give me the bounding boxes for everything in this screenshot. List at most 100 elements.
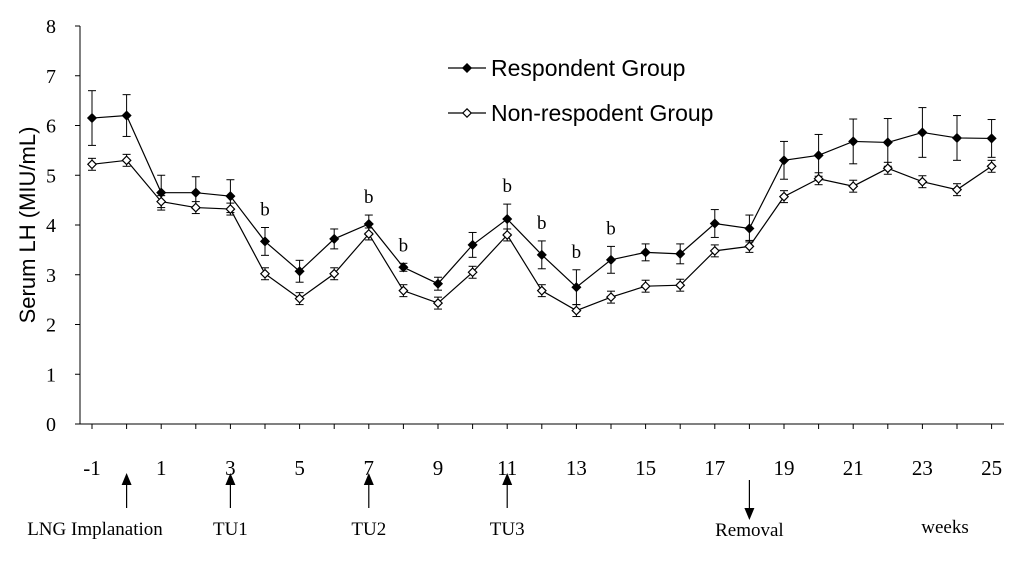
- x-tick-label: 21: [843, 456, 864, 480]
- data-point-respondent: [259, 236, 271, 247]
- data-point-respondent: [709, 218, 720, 229]
- data-point-non-respondent: [156, 196, 167, 207]
- event-label: Removal: [715, 520, 784, 541]
- x-tick-label: 11: [497, 456, 517, 480]
- data-point-non-respondent: [848, 181, 859, 192]
- data-point-non-respondent: [121, 155, 132, 166]
- data-point-respondent: [363, 218, 374, 230]
- data-point-respondent: [986, 133, 997, 144]
- x-tick-label: 13: [566, 456, 587, 480]
- data-point-non-respondent: [259, 268, 271, 279]
- legend-marker: [461, 62, 473, 74]
- data-point-non-respondent: [190, 202, 201, 213]
- data-point-respondent: [813, 150, 824, 161]
- data-point-respondent: [467, 239, 478, 250]
- data-point-non-respondent: [744, 241, 755, 252]
- data-point-non-respondent: [882, 163, 893, 174]
- legend-label: Non-respodent Group: [491, 100, 713, 126]
- y-tick-label: 6: [46, 116, 56, 138]
- data-point-respondent: [951, 132, 963, 143]
- y-tick-label: 8: [46, 16, 56, 38]
- event-label: LNG Implanation: [27, 519, 163, 540]
- data-point-non-respondent: [640, 281, 651, 292]
- x-tick-label: 7: [364, 456, 375, 480]
- data-point-non-respondent: [536, 285, 547, 296]
- event-arrow-lng-implanation-head: [121, 473, 132, 485]
- event-label: TU3: [490, 519, 525, 540]
- data-point-respondent: [571, 282, 582, 293]
- data-point-respondent: [744, 223, 755, 234]
- data-point-non-respondent: [432, 298, 444, 309]
- data-point-non-respondent: [571, 305, 582, 316]
- event-label: TU1: [213, 519, 248, 540]
- y-tick-label: 0: [46, 414, 56, 436]
- x-tick-label: -1: [83, 456, 101, 480]
- x-tick-label: 9: [433, 456, 444, 480]
- data-point-respondent: [225, 191, 236, 202]
- data-point-non-respondent: [398, 285, 409, 296]
- significance-label: b: [572, 242, 582, 263]
- data-point-non-respondent: [86, 159, 98, 170]
- y-tick-label: 2: [46, 315, 56, 337]
- event-arrow-removal-head: [744, 508, 755, 520]
- data-point-non-respondent: [986, 161, 997, 172]
- data-point-non-respondent: [502, 229, 513, 240]
- data-point-respondent: [502, 213, 513, 225]
- data-point-respondent: [675, 248, 686, 259]
- data-point-respondent: [329, 233, 340, 244]
- data-point-non-respondent: [467, 267, 478, 278]
- x-tick-label: 5: [294, 456, 305, 480]
- event-label: TU2: [351, 519, 386, 540]
- data-point-non-respondent: [225, 204, 236, 215]
- y-axis-title: Serum LH (MIU/mL): [15, 127, 40, 324]
- data-point-respondent: [605, 254, 617, 265]
- data-point-respondent: [190, 187, 201, 198]
- x-tick-label: 25: [981, 456, 1002, 480]
- y-tick-label: 1: [46, 364, 56, 386]
- y-tick-label: 7: [46, 66, 56, 88]
- data-point-non-respondent: [917, 176, 928, 187]
- data-point-non-respondent: [329, 268, 340, 279]
- data-point-non-respondent: [709, 245, 720, 256]
- x-tick-label: 3: [225, 456, 236, 480]
- event-arrow-tu3-head: [502, 473, 513, 485]
- data-point-non-respondent: [363, 228, 374, 240]
- data-point-non-respondent: [294, 293, 305, 304]
- data-point-respondent: [86, 112, 98, 124]
- significance-label: b: [606, 218, 616, 239]
- significance-label: b: [537, 213, 547, 234]
- event-arrow-tu1-head: [225, 473, 236, 485]
- significance-label: b: [502, 176, 512, 197]
- x-tick-label: 15: [635, 456, 656, 480]
- data-point-respondent: [848, 136, 859, 147]
- y-tick-label: 5: [46, 165, 56, 187]
- legend-label: Respondent Group: [491, 55, 685, 81]
- data-point-respondent: [432, 278, 444, 289]
- data-point-non-respondent: [778, 191, 790, 202]
- x-tick-label: 17: [704, 456, 725, 480]
- y-tick-label: 3: [46, 265, 56, 287]
- data-point-respondent: [121, 110, 132, 121]
- x-tick-label: 23: [912, 456, 933, 480]
- data-point-non-respondent: [605, 292, 617, 303]
- data-point-respondent: [917, 127, 928, 138]
- data-point-respondent: [294, 266, 305, 277]
- data-point-respondent: [536, 249, 547, 260]
- data-point-respondent: [640, 247, 651, 258]
- data-point-non-respondent: [951, 184, 963, 195]
- x-tick-label: 1: [156, 456, 167, 480]
- legend-marker: [461, 107, 473, 119]
- data-point-respondent: [778, 155, 790, 166]
- data-point-respondent: [398, 262, 409, 273]
- x-axis-unit-label: weeks: [921, 517, 968, 538]
- y-tick-label: 4: [46, 215, 56, 237]
- x-tick-label: 19: [774, 456, 795, 480]
- data-point-non-respondent: [675, 280, 686, 291]
- significance-label: b: [399, 235, 409, 256]
- significance-label: b: [364, 187, 374, 208]
- data-point-non-respondent: [813, 173, 824, 184]
- significance-label: b: [260, 199, 270, 220]
- data-point-respondent: [882, 137, 893, 148]
- event-arrow-tu2-head: [363, 473, 374, 485]
